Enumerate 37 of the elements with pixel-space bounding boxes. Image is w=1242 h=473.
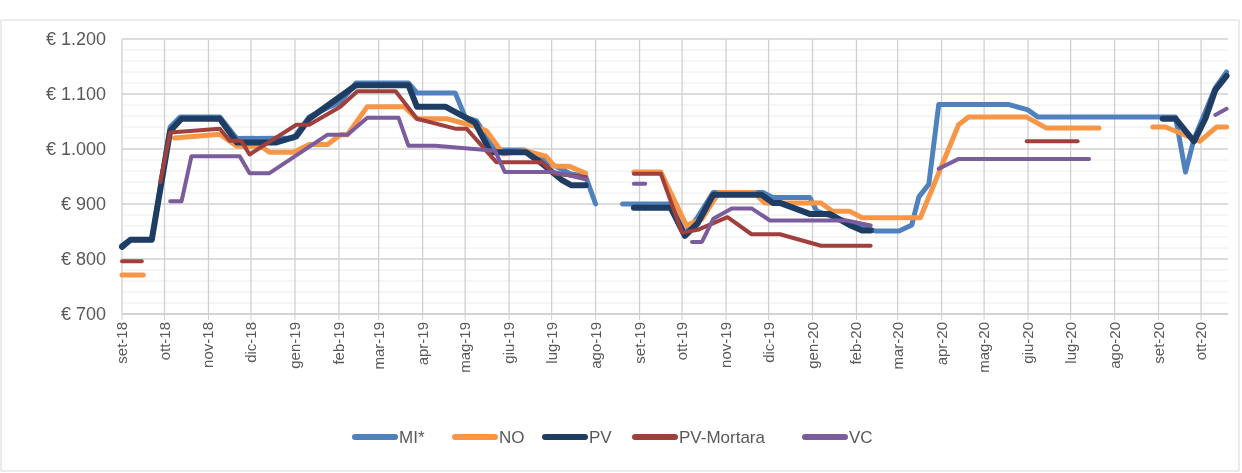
x-tick-label: lug-19 (542, 322, 560, 364)
x-tick-label: apr-19 (413, 322, 431, 366)
x-tick-label: giu-20 (1019, 322, 1037, 364)
legend-label: NO (499, 428, 525, 447)
x-tick-label: dic-18 (242, 322, 260, 363)
legend-label: PV (589, 428, 613, 447)
x-tick-label: ago-19 (586, 322, 604, 369)
y-tick-label: € 700 (60, 304, 106, 324)
x-tick-label: ott-18 (155, 322, 173, 361)
legend-label: VC (849, 428, 873, 447)
x-tick-label: mar-19 (369, 322, 387, 370)
x-tick-label: mag-19 (456, 322, 474, 373)
y-tick-label: € 1.100 (45, 84, 106, 104)
x-tick-label: ago-20 (1105, 322, 1123, 369)
legend-label: MI* (399, 428, 425, 447)
x-tick-label: feb-20 (847, 322, 865, 365)
x-tick-label: lug-20 (1061, 322, 1079, 364)
x-tick-label: nov-18 (199, 322, 217, 368)
x-tick-label: mar-20 (888, 322, 906, 370)
x-tick-label: set-20 (1149, 322, 1167, 364)
y-tick-label: € 1.200 (45, 29, 106, 49)
x-tick-label: set-18 (113, 322, 130, 364)
x-tick-label: gen-19 (285, 322, 303, 369)
x-tick-label: apr-20 (932, 322, 950, 366)
y-tick-label: € 900 (60, 194, 106, 214)
x-tick-label: mag-20 (975, 322, 993, 373)
x-tick-label: feb-19 (329, 322, 347, 365)
x-tick-label: nov-19 (717, 322, 735, 368)
y-tick-label: € 800 (60, 249, 106, 269)
y-tick-label: € 1.000 (45, 139, 106, 159)
x-tick-label: ott-20 (1192, 322, 1210, 361)
x-tick-label: set-19 (630, 322, 648, 364)
x-tick-label: gen-20 (803, 322, 821, 369)
x-tick-label: dic-19 (759, 322, 777, 363)
legend-label: PV-Mortara (679, 428, 766, 447)
x-tick-label: ott-19 (673, 322, 691, 361)
x-tick-label: giu-19 (500, 322, 518, 364)
